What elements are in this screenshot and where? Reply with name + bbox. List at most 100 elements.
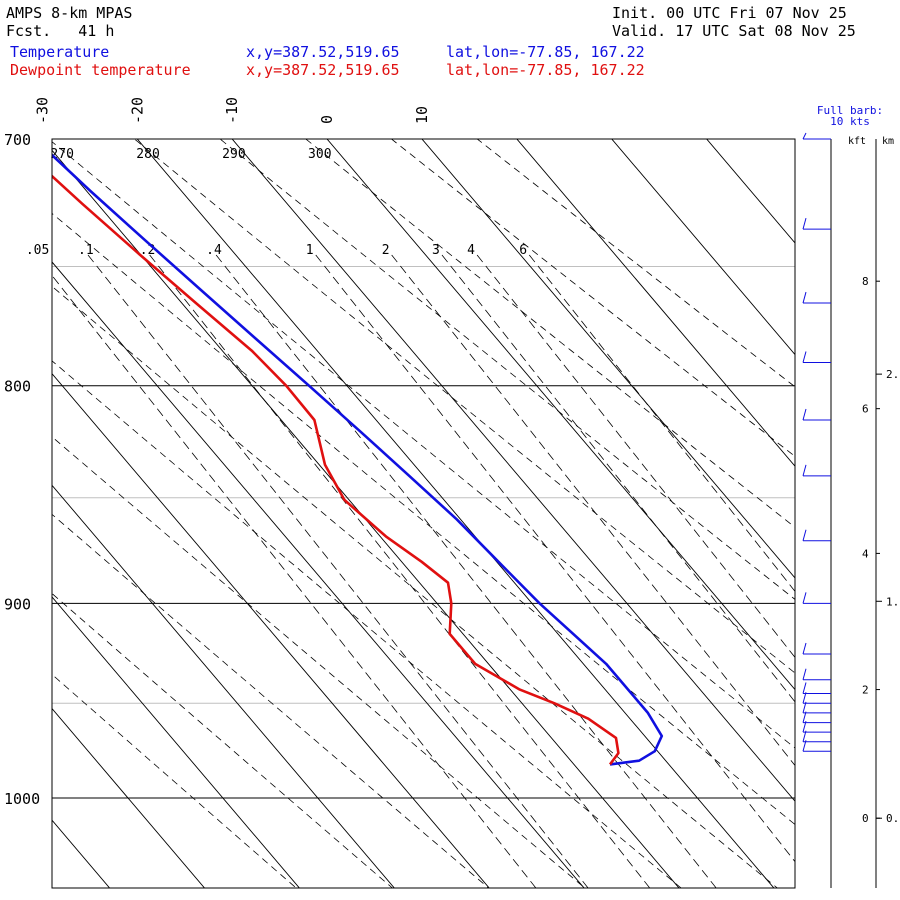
isotherm-line [231,139,795,802]
dry-adiabat [52,436,586,888]
sounding-series [52,153,664,766]
mixing-ratio-line [528,254,795,592]
wind-barb [802,464,831,477]
dry-adiabat [52,285,778,888]
isotherm-line [421,139,795,579]
mixing-ratio-line [391,254,795,767]
wind-barb [802,701,831,714]
km-axis-label: km [882,136,894,147]
isotherm-line [52,707,206,888]
wind-barb [802,291,831,304]
mixing-ratio-line [476,254,795,659]
wind-barb [802,721,831,733]
kft-tick-label: 6 [862,403,869,416]
wind-barb-column: Full barb: 10 kts kft km 8 6 4 2 0 2. 1. 0. [802,104,899,888]
wind-barb-flag [802,592,807,604]
dry-adiabat [390,139,795,457]
model-title: AMPS 8-km MPAS [6,4,133,22]
isotherm-line [52,484,395,888]
chart-labels: 7008009001000-70-60-50-40-30-20-10010220… [4,97,527,808]
wind-barb [802,740,831,752]
legend-dewpoint-xy: x,y=387.52,519.65 [246,61,400,79]
isotherm-line [611,139,795,356]
wind-barb [802,351,831,363]
temperature-tick-label: 0 [318,115,336,124]
mixing-ratio-line [215,254,717,888]
dry-adiabat [133,139,795,674]
wind-barb-flag [802,218,807,230]
pressure-tick-label: 700 [4,131,31,149]
temperature-tick-label: 10 [413,106,431,124]
mixing-ratio-label: 3 [432,243,440,258]
mixing-ratio-line [52,274,537,888]
pressure-tick-label: 800 [4,378,31,396]
dry-adiabat-label: 280 [136,147,159,162]
mixing-ratio-line [441,254,795,703]
dry-adiabat [52,673,297,888]
legend-dewpoint-label: Dewpoint temperature [10,61,191,79]
forecast-hour: Fcst. 41 h [6,22,115,40]
wind-barb-flag [802,351,807,363]
legend-temperature-label: Temperature [10,43,110,61]
pressure-tick-label: 900 [4,595,31,613]
wind-barb [802,529,831,542]
wind-barb-flag [802,291,807,304]
dry-adiabat [52,141,795,749]
wind-barb-flag [802,721,807,733]
wind-barb [802,218,831,230]
dry-adiabat [219,139,795,600]
wind-barb [802,132,831,140]
mixing-ratio-label: 6 [519,243,527,258]
valid-time: Valid. 17 UTC Sat 08 Nov 25 [612,22,856,40]
wind-barb-flag [802,668,807,680]
mixing-ratio-label: .1 [78,243,94,258]
wind-barb [802,642,831,655]
wind-barb-flag [802,642,807,655]
km-tick-label: 1. [886,595,899,608]
wind-barb-flag [802,711,807,723]
wind-barb [802,682,831,694]
kft-axis-label: kft [848,136,866,147]
mixing-ratio-line [149,254,651,888]
wind-barb [802,692,831,704]
mixing-ratio-label: 1 [306,243,314,258]
dewpoint-series-line [52,174,620,766]
kft-tick-label: 0 [862,812,869,825]
isotherm-line [0,99,49,900]
mixing-ratio-line [315,254,795,863]
legend-dewpoint-latlon: lat,lon=-77.85, 167.22 [446,61,645,79]
dry-adiabat-label: 270 [50,147,73,162]
kft-tick-label: 2 [862,684,869,697]
background-lines [0,99,795,900]
wind-barb-flag [802,730,807,742]
isotherm-line [52,372,490,888]
temperature-tick-label: -20 [128,97,146,124]
isotherm-line [52,149,680,888]
isotherm-line [136,139,775,888]
wind-barb [802,730,831,743]
km-tick-label: 2. [886,368,899,381]
wind-barb-flag [802,132,807,140]
dry-adiabat-label: 300 [308,147,331,162]
barb-legend-line2: 10 kts [830,115,870,128]
dry-adiabat-label: 290 [222,147,245,162]
isotherm-line [52,261,585,888]
wind-barb [802,592,831,604]
dry-adiabat [476,139,795,388]
wind-barb [802,668,831,681]
isotherm-line [326,139,795,691]
wind-barb-flag [802,692,807,704]
barb-legend-line1: Full barb: [817,104,883,117]
isotherm-line [52,596,300,888]
wind-barb-flag [802,464,807,476]
wind-barb-flag [802,682,807,694]
mixing-ratio-label: 4 [467,243,475,258]
legend-temperature-xy: x,y=387.52,519.65 [246,43,400,61]
temperature-series-line [52,153,664,766]
km-tick-label: 0. [886,812,899,825]
wind-barb-flag [802,408,807,421]
kft-tick-label: 4 [862,547,869,560]
mixing-ratio-label: .4 [206,243,222,258]
wind-barb-flag [802,701,807,714]
